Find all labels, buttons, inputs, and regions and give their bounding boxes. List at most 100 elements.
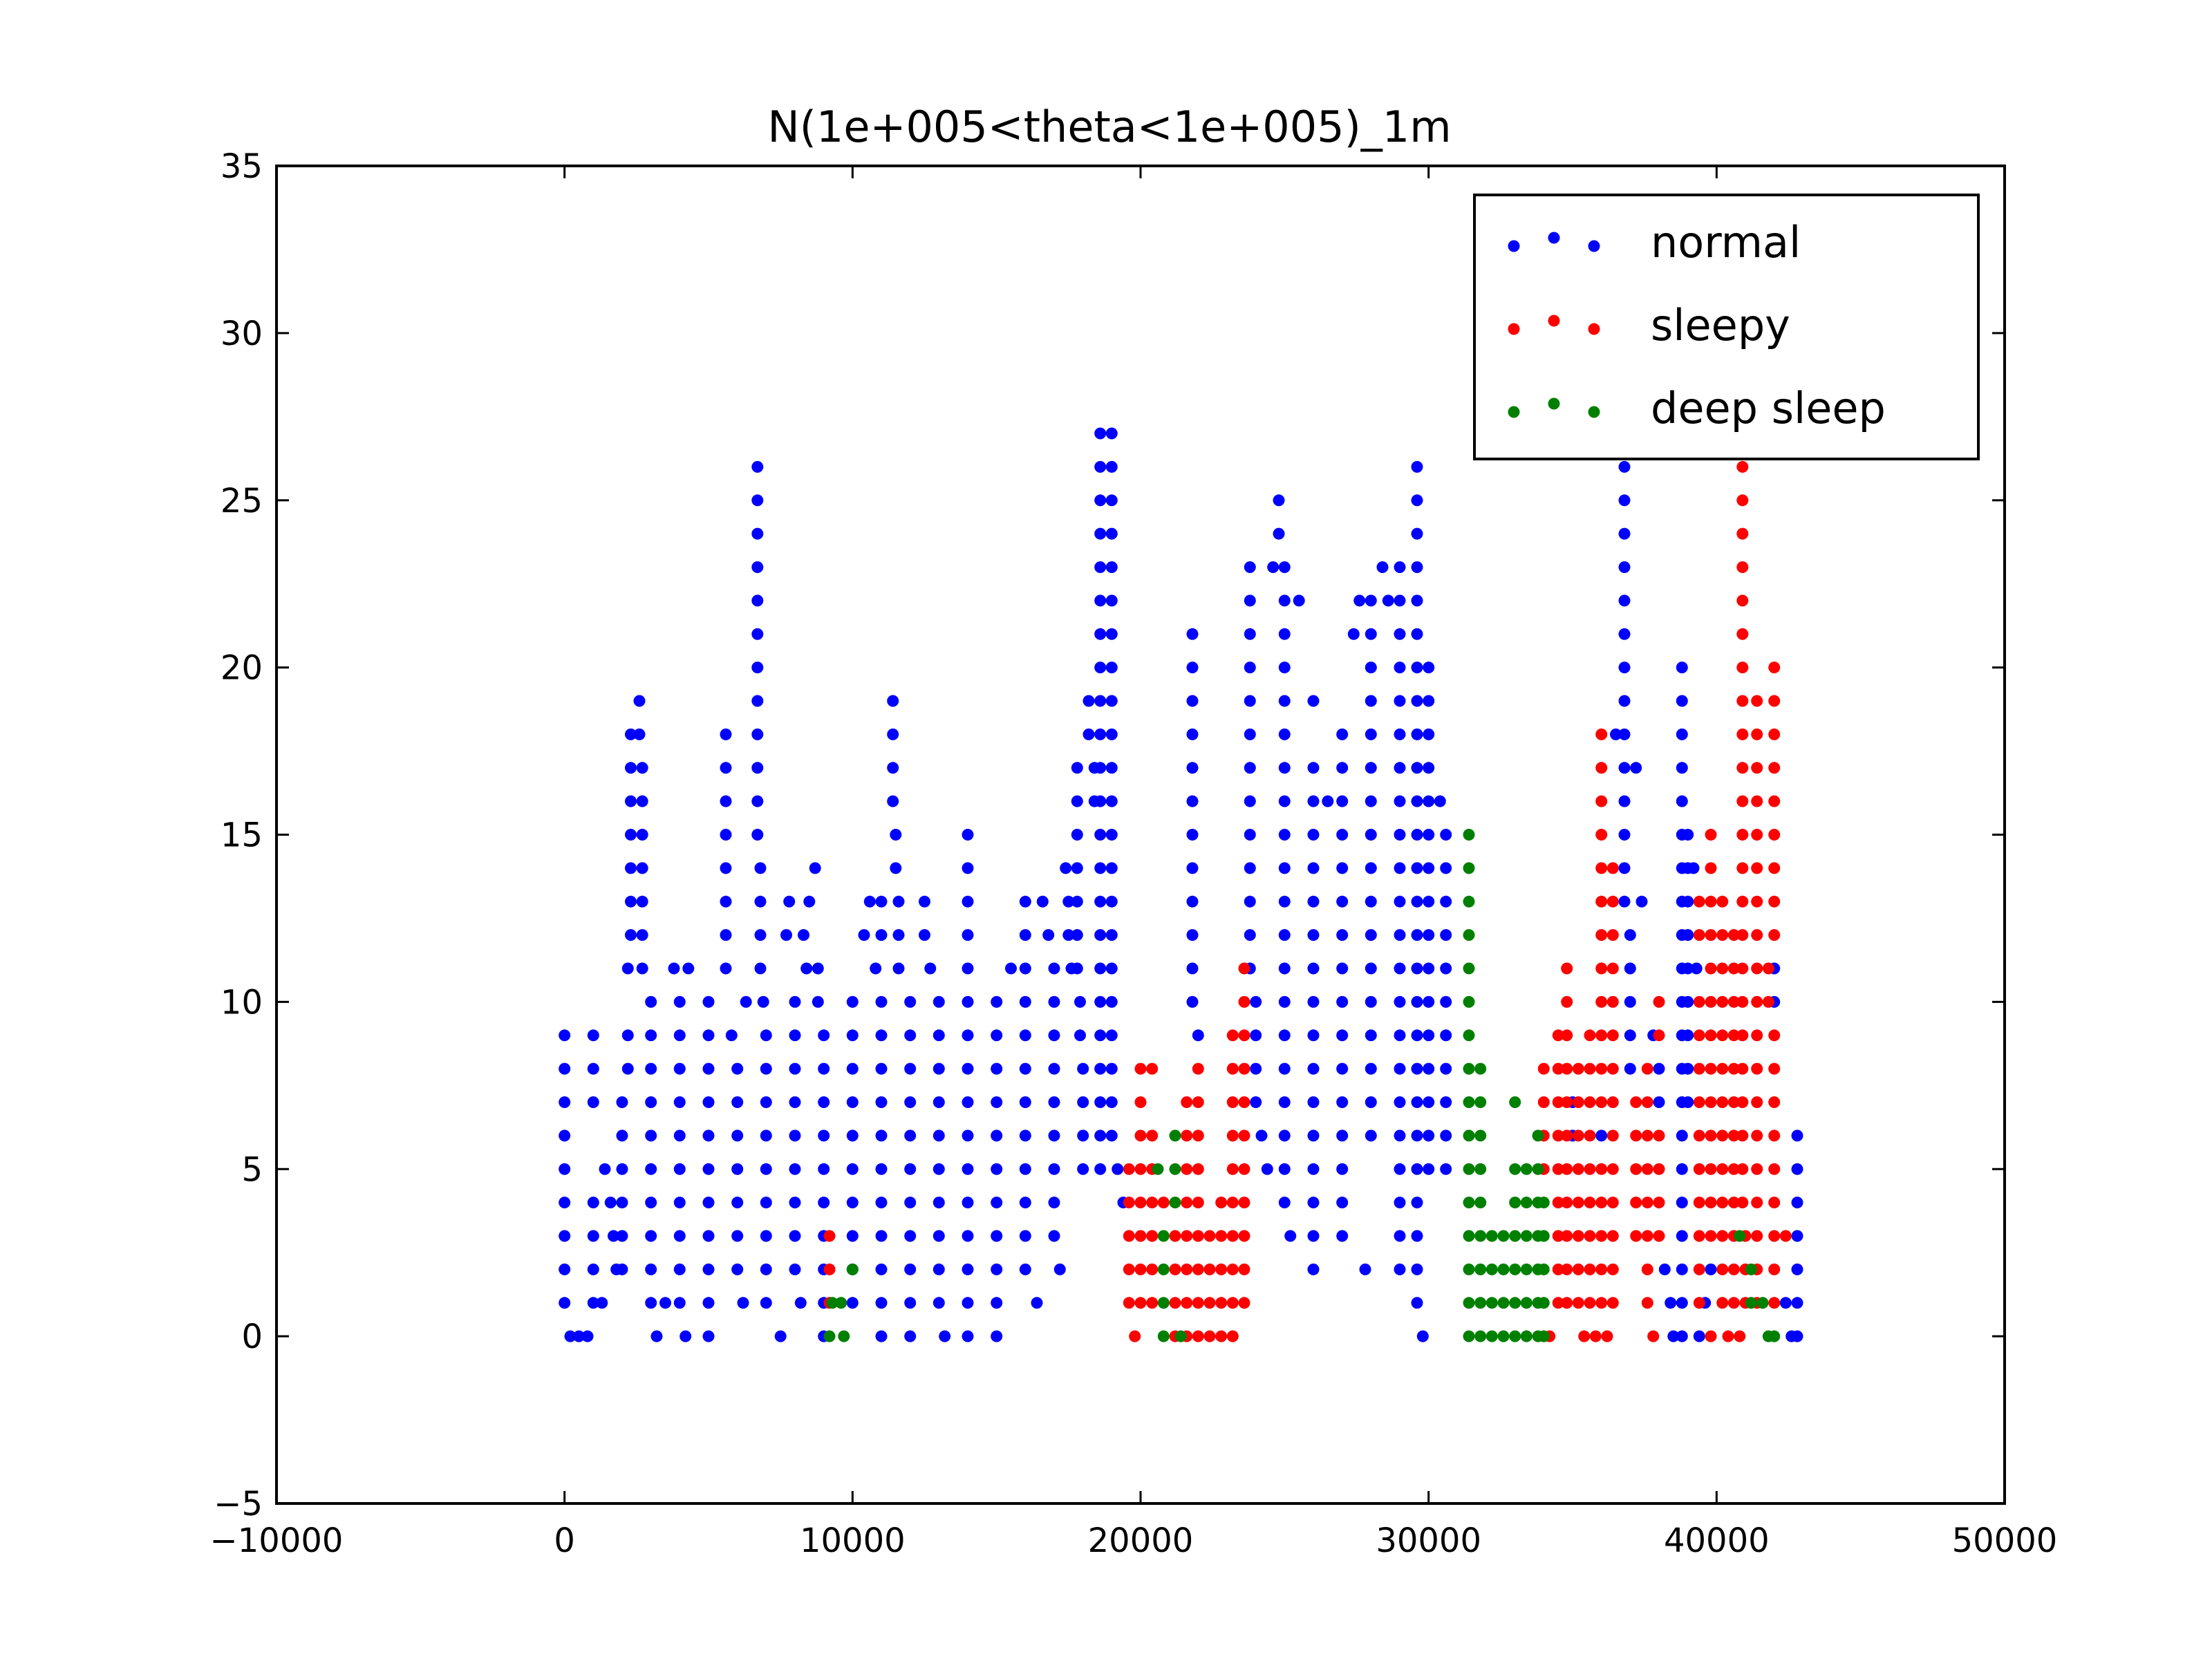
data-point bbox=[1365, 995, 1377, 1008]
data-point bbox=[1624, 1062, 1636, 1075]
data-point bbox=[1336, 1029, 1349, 1042]
data-point bbox=[932, 1230, 945, 1242]
y-tick-label: −5 bbox=[214, 1485, 263, 1524]
data-point bbox=[702, 1263, 715, 1275]
data-point bbox=[1463, 862, 1475, 874]
data-point bbox=[1365, 862, 1377, 874]
data-point bbox=[1497, 1330, 1510, 1342]
data-point bbox=[1094, 762, 1107, 774]
data-point bbox=[1019, 995, 1031, 1008]
data-point bbox=[962, 1029, 974, 1042]
data-point bbox=[1077, 1096, 1089, 1108]
data-point bbox=[875, 929, 888, 941]
data-point bbox=[725, 1029, 738, 1042]
data-point bbox=[1690, 962, 1703, 975]
data-point bbox=[1123, 1263, 1135, 1275]
data-point bbox=[1716, 1163, 1729, 1175]
data-point bbox=[1687, 862, 1700, 874]
data-point bbox=[1584, 1096, 1596, 1108]
data-point bbox=[1307, 1029, 1320, 1042]
data-point bbox=[1736, 628, 1749, 640]
data-point bbox=[1676, 662, 1688, 674]
data-point bbox=[1537, 1297, 1550, 1309]
data-point bbox=[1595, 1096, 1608, 1108]
data-point bbox=[1192, 1130, 1204, 1142]
data-point bbox=[1682, 1029, 1694, 1042]
data-point bbox=[1474, 1330, 1487, 1342]
data-point bbox=[1244, 662, 1256, 674]
data-point bbox=[1336, 929, 1349, 941]
data-point bbox=[1705, 862, 1717, 874]
series-sleepy bbox=[823, 460, 1792, 1342]
data-point bbox=[1192, 1096, 1204, 1108]
data-point bbox=[1440, 962, 1452, 975]
data-point bbox=[1105, 762, 1118, 774]
data-point bbox=[1169, 1263, 1181, 1275]
data-point bbox=[1509, 1096, 1521, 1108]
data-point bbox=[1768, 1029, 1781, 1042]
data-point bbox=[1394, 895, 1406, 908]
data-point bbox=[846, 1230, 859, 1242]
data-point bbox=[1423, 1096, 1435, 1108]
data-point bbox=[1463, 929, 1475, 941]
data-point bbox=[1192, 1230, 1204, 1242]
data-point bbox=[1411, 494, 1423, 507]
x-tick-label: 0 bbox=[554, 1521, 575, 1560]
data-point bbox=[1440, 1163, 1452, 1175]
data-point bbox=[1146, 1197, 1159, 1209]
data-point bbox=[1606, 895, 1619, 908]
data-point bbox=[1676, 728, 1688, 740]
y-tick-label: 20 bbox=[221, 649, 263, 688]
data-point bbox=[1105, 427, 1118, 440]
plot-frame bbox=[275, 165, 2006, 1505]
data-point bbox=[702, 1096, 715, 1108]
data-point bbox=[1411, 929, 1423, 941]
data-point bbox=[1509, 1263, 1521, 1275]
data-point bbox=[904, 1163, 917, 1175]
data-point bbox=[1365, 929, 1377, 941]
data-point bbox=[991, 1330, 1003, 1342]
data-point bbox=[1768, 929, 1781, 941]
data-point bbox=[904, 995, 917, 1008]
data-point bbox=[1440, 895, 1452, 908]
data-point bbox=[751, 527, 764, 540]
data-point bbox=[1734, 1230, 1746, 1242]
data-point bbox=[1791, 1230, 1803, 1242]
data-point bbox=[1094, 1130, 1107, 1142]
data-point bbox=[1094, 1062, 1107, 1075]
data-point bbox=[1071, 829, 1083, 841]
data-point bbox=[1238, 1096, 1250, 1108]
data-point bbox=[1365, 829, 1377, 841]
data-point bbox=[1693, 1330, 1705, 1342]
data-point bbox=[1768, 1263, 1781, 1275]
data-point bbox=[1791, 1297, 1803, 1309]
data-point bbox=[673, 1297, 686, 1309]
data-point bbox=[1474, 1163, 1487, 1175]
data-point bbox=[1606, 1230, 1619, 1242]
data-point bbox=[1653, 1130, 1665, 1142]
data-point bbox=[1105, 862, 1118, 874]
data-point bbox=[757, 995, 769, 1008]
data-point bbox=[1365, 962, 1377, 975]
x-tick-label: 50000 bbox=[1952, 1521, 2058, 1560]
legend-label: sleepy bbox=[1651, 300, 1790, 350]
data-point bbox=[823, 1230, 836, 1242]
data-point bbox=[1157, 1330, 1170, 1342]
data-point bbox=[1474, 1062, 1487, 1075]
data-point bbox=[1186, 795, 1199, 807]
data-point bbox=[789, 1163, 801, 1175]
data-point bbox=[1440, 1096, 1452, 1108]
data-point bbox=[1762, 962, 1774, 975]
data-point bbox=[818, 1130, 830, 1142]
data-point bbox=[1682, 1096, 1694, 1108]
data-point bbox=[1736, 795, 1749, 807]
data-point bbox=[559, 1263, 571, 1275]
data-point bbox=[1192, 1197, 1204, 1209]
data-point bbox=[1584, 1197, 1596, 1209]
data-point bbox=[1123, 1297, 1135, 1309]
data-point bbox=[731, 1263, 744, 1275]
data-point bbox=[1394, 561, 1406, 573]
data-point bbox=[1226, 1029, 1239, 1042]
data-point bbox=[818, 1062, 830, 1075]
